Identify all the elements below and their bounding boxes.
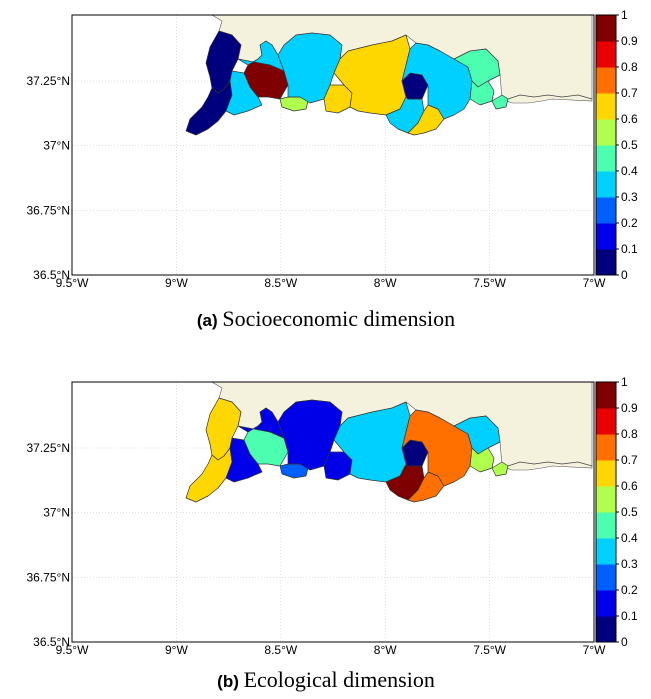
colorbar-tick-label: 0.6 (621, 479, 638, 493)
colorbar-segment (596, 564, 616, 591)
colorbar-tick-label: 0.7 (621, 86, 638, 100)
colorbar: 1 0.9 0.8 0.7 0.6 0.5 0.4 0.3 0.2 0.1 0 (595, 375, 638, 649)
map-border (71, 14, 595, 276)
colorbar-tick-label: 0.3 (621, 557, 638, 571)
municipality-silves (277, 399, 343, 471)
colorbar-segment (596, 171, 616, 198)
colorbar-segment (596, 145, 616, 172)
colorbar-tick-label: 0.9 (621, 34, 638, 48)
colorbar-segment (596, 616, 616, 643)
y-tick-label: 36.5°N (33, 268, 70, 282)
colorbar-segment (596, 460, 616, 487)
colorbar-tick-label: 1 (621, 8, 628, 22)
colorbar-tick-label: 0.4 (621, 531, 638, 545)
caption-text: Ecological dimension (244, 667, 435, 692)
colorbar-tick-label: 0.2 (621, 216, 638, 230)
municipality-tavira (401, 409, 473, 487)
colorbar-segment (596, 197, 616, 224)
municipality-monchique (237, 40, 285, 72)
colorbar-segment (596, 67, 616, 94)
municipality-alcoutim (453, 415, 501, 455)
y-tick-label: 37.25°N (27, 441, 71, 455)
municipality-vila-do-bispo (185, 80, 233, 136)
colorbar-segment (596, 41, 616, 68)
x-tick-label: 9.5°W (56, 643, 89, 657)
colorbar-tick-label: 0.5 (621, 505, 638, 519)
colorbar-tick-label: 0.2 (621, 583, 638, 597)
colorbar-segment (596, 93, 616, 120)
y-tick-label: 36.75°N (27, 570, 71, 584)
colorbar-segment (596, 249, 616, 276)
colorbar-segment (596, 15, 616, 42)
municipality-tavira (401, 42, 473, 120)
caption-label: (a) (197, 311, 223, 330)
colorbar-tick-label: 0.8 (621, 427, 638, 441)
y-tick-label: 37.25°N (27, 74, 71, 88)
municipality-castro-marim (469, 80, 495, 106)
x-tick-label: 9°W (165, 276, 188, 290)
x-tick-label: 8.5°W (264, 643, 297, 657)
map-panel-b: 9.5°W 9°W 8.5°W 8°W 7.5°W 7°W 37.25°N 37°N 36.75… (27, 375, 639, 692)
x-tick-label: 9.5°W (56, 276, 89, 290)
y-tick-label: 37°N (43, 506, 70, 520)
municipality-vila-real-de-santo-ant-nio (491, 461, 509, 477)
caption-text: Socioeconomic dimension (222, 306, 455, 331)
colorbar-tick-label: 0 (621, 635, 628, 649)
colorbar-tick-label: 0.9 (621, 401, 638, 415)
x-tick-label: 7°W (583, 643, 606, 657)
panel-caption: (b) Ecological dimension (217, 667, 435, 692)
colorbar-tick-label: 0.1 (621, 609, 638, 623)
municipality-olh-o (407, 471, 445, 503)
municipality-castro-marim (469, 447, 495, 473)
colorbar-tick-label: 0.7 (621, 453, 638, 467)
map-geometry (185, 14, 593, 136)
colorbar-segment (596, 223, 616, 250)
colorbar-tick-label: 0.6 (621, 112, 638, 126)
colorbar-segment (596, 408, 616, 435)
colorbar-segment (596, 434, 616, 461)
municipality-silves (277, 32, 343, 104)
colorbar-segment (596, 538, 616, 565)
colorbar-tick-label: 0.8 (621, 60, 638, 74)
municipality-alcoutim (453, 48, 501, 88)
colorbar-tick-label: 0 (621, 268, 628, 282)
caption-label: (b) (217, 672, 243, 691)
colorbar-segment (596, 590, 616, 617)
y-tick-label: 37°N (43, 139, 70, 153)
map-panel-a: 9.5°W 9°W 8.5°W 8°W 7.5°W 7°W 37.25°N 37°N 36.75… (27, 8, 639, 331)
colorbar-tick-label: 0.3 (621, 190, 638, 204)
x-tick-label: 9°W (165, 643, 188, 657)
colorbar-segment (596, 512, 616, 539)
municipality-monchique (237, 407, 285, 439)
y-tick-label: 36.5°N (33, 635, 70, 649)
x-tick-label: 8°W (374, 276, 397, 290)
colorbar-tick-label: 0.5 (621, 138, 638, 152)
colorbar-segment (596, 382, 616, 409)
municipality-vila-real-de-santo-ant-nio (491, 94, 509, 110)
colorbar-tick-label: 1 (621, 375, 628, 389)
x-tick-label: 7°W (583, 276, 606, 290)
x-tick-label: 8.5°W (264, 276, 297, 290)
y-tick-label: 36.75°N (27, 203, 71, 217)
map-border (71, 381, 595, 643)
coastline (507, 461, 593, 467)
x-tick-label: 8°W (374, 643, 397, 657)
x-tick-label: 7.5°W (473, 276, 506, 290)
colorbar-segment (596, 486, 616, 513)
colorbar: 1 0.9 0.8 0.7 0.6 0.5 0.4 0.3 0.2 0.1 0 (595, 8, 638, 282)
map-geometry (185, 381, 593, 503)
colorbar-segment (596, 119, 616, 146)
municipality-olh-o (407, 104, 445, 136)
municipality-vila-do-bispo (185, 447, 233, 503)
x-tick-label: 7.5°W (473, 643, 506, 657)
colorbar-tick-label: 0.1 (621, 242, 638, 256)
coastline (507, 94, 593, 100)
panel-caption: (a) Socioeconomic dimension (197, 306, 455, 331)
colorbar-tick-label: 0.4 (621, 164, 638, 178)
